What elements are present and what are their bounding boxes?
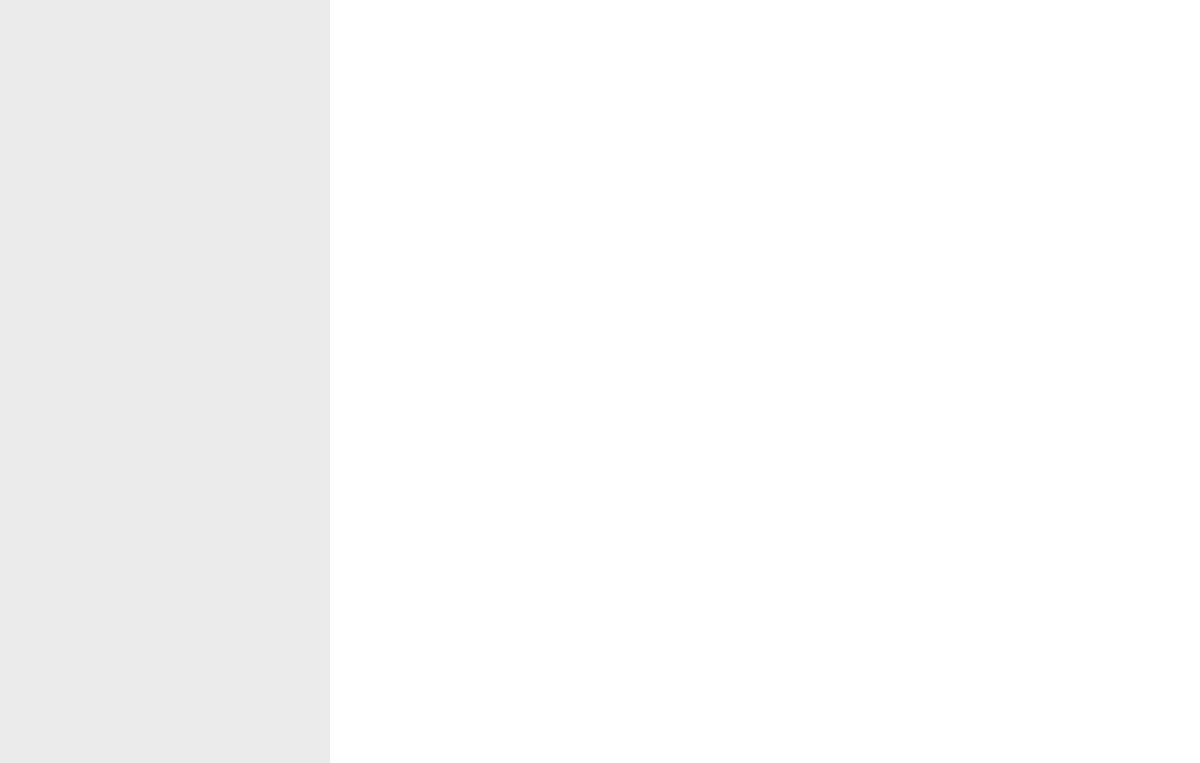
Circle shape (619, 390, 632, 397)
Text: -2m: -2m (596, 536, 608, 540)
FancyBboxPatch shape (354, 14, 407, 65)
Text: -22m: -22m (359, 536, 373, 540)
Text: R : 30.81 m: R : 30.81 m (473, 280, 516, 289)
Text: Analytically: Analytically (354, 126, 479, 145)
Text: South: South (632, 526, 665, 536)
Text: 20m: 20m (632, 259, 646, 263)
Circle shape (431, 330, 467, 350)
Text: Solve the same problem as PART 1 but this time analytically. START with the valu: Solve the same problem as PART 1 but thi… (395, 633, 982, 645)
Text: 2. Show the vector sum R: 2. Show the vector sum R (799, 391, 934, 401)
Text: -8m: -8m (526, 536, 536, 540)
Text: 12m: 12m (762, 536, 774, 540)
Text: North: North (632, 208, 664, 217)
Text: -4m: -4m (574, 536, 584, 540)
Text: • Leg 1: East/West: • Leg 1: East/West (838, 317, 934, 327)
Text: Your diagram for: Your diagram for (354, 165, 462, 178)
Text: East: East (750, 375, 775, 385)
Text: 1: 1 (373, 27, 389, 47)
Text: Homework: Walking West then North, Part 2 - Solve: Homework: Walking West then North, Part … (354, 82, 906, 101)
Text: Please answer the following question(s):: Please answer the following question(s): (354, 555, 661, 568)
Text: 8m: 8m (716, 536, 725, 540)
Text: should have looked like this:: should have looked like this: (745, 165, 928, 178)
Text: 10m: 10m (738, 536, 751, 540)
Text: 4m: 4m (670, 536, 678, 540)
FancyBboxPatch shape (354, 63, 407, 70)
Text: 1.  ANALYTICAL METHOD OF ADDING VECTORS: 1. ANALYTICAL METHOD OF ADDING VECTORS (354, 594, 737, 610)
Text: Suppose you walk 18.0 m straight west and then 25.0 m straight north. Let the po: Suppose you walk 18.0 m straight west an… (395, 693, 985, 726)
Text: -6m: -6m (550, 536, 560, 540)
Text: to compose the vector: to compose the vector (818, 282, 936, 292)
FancyBboxPatch shape (413, 14, 466, 65)
Text: -20m: -20m (632, 523, 648, 528)
Text: 1. Drag and drop the heads: 1. Drag and drop the heads (799, 219, 943, 229)
Text: South: South (799, 517, 836, 527)
Text: -20m: -20m (383, 536, 397, 540)
Circle shape (407, 224, 420, 231)
Text: -18m: -18m (406, 536, 420, 540)
Text: 10m: 10m (632, 324, 646, 330)
Text: Leg 2 : 25 m: Leg 2 : 25 m (372, 217, 419, 227)
Text: -10m: -10m (632, 457, 648, 462)
Text: 0: 0 (624, 536, 628, 540)
Text: • Leg 2: North/South: • Leg 2: North/South (838, 349, 946, 359)
Circle shape (407, 390, 420, 397)
Text: below. DO NOT USE VALUES FROM PART 1.: below. DO NOT USE VALUES FROM PART 1. (395, 664, 692, 677)
Text: 6m: 6m (692, 536, 702, 540)
Text: -14m: -14m (454, 536, 468, 540)
Text: and tails of Leg 1 and Leg 2: and tails of Leg 1 and Leg 2 (818, 251, 964, 261)
Text: West: West (359, 375, 388, 385)
Text: Vectors HW: Question 1, Part 1: Vectors HW: Question 1, Part 1 (448, 165, 641, 178)
Text: 2: 2 (432, 27, 446, 47)
Text: Leg 1 : 18 m: Leg 1 : 18 m (425, 381, 473, 390)
Text: -10m: -10m (500, 536, 515, 540)
Text: -16m: -16m (430, 536, 444, 540)
Text: -12m: -12m (476, 536, 492, 540)
Text: 2m: 2m (646, 536, 654, 540)
